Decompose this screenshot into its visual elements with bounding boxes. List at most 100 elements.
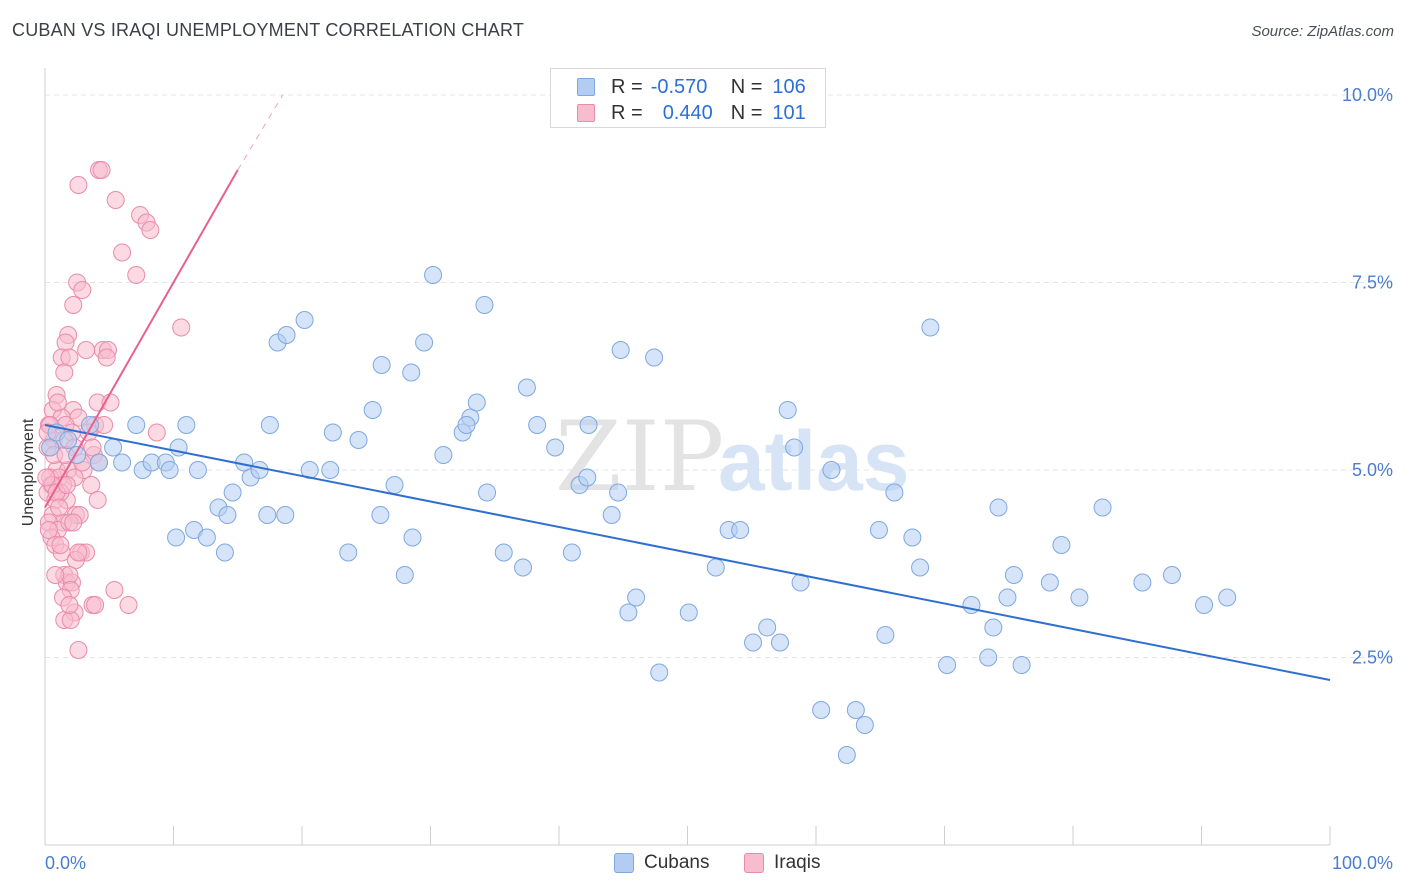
cuban-point (215, 543, 234, 562)
cuban-point (869, 521, 888, 539)
cuban-point (415, 333, 434, 352)
cuban-point (989, 498, 1008, 517)
cuban-point (731, 521, 750, 539)
cuban-point (167, 528, 186, 547)
cuban-point (979, 648, 998, 667)
iraqi-point (106, 191, 125, 209)
cuban-point (771, 633, 790, 652)
legend-row-cubans: R = -0.570 N = 106 (577, 75, 806, 99)
cuban-point (921, 318, 940, 337)
cuban-point (113, 453, 132, 472)
iraqi-point (64, 296, 83, 314)
n-value: 106 (772, 75, 806, 98)
cuban-point (650, 663, 669, 682)
iraqi-points (37, 161, 191, 659)
cuban-point (903, 528, 922, 547)
iraqi-point (113, 243, 132, 262)
cuban-point (645, 348, 664, 367)
cuban-trend-line (44, 424, 1331, 681)
watermark-atlas: atlas (718, 414, 909, 508)
cuban-point (197, 528, 216, 547)
cuban-point (562, 543, 581, 562)
n-label: N = (730, 101, 763, 124)
cuban-point (785, 438, 804, 457)
iraqi-point (56, 333, 75, 352)
cuban-point (1195, 596, 1214, 614)
cuban-point (514, 558, 533, 577)
cuban-point (323, 423, 342, 442)
cuban-point (1012, 656, 1031, 674)
cuban-point (1093, 498, 1112, 517)
watermark: ZIP atlas (555, 401, 909, 513)
cuban-point (457, 416, 476, 434)
iraqi-point (48, 393, 67, 412)
iraqi-swatch (577, 104, 595, 122)
n-value: 101 (772, 101, 806, 124)
source-label: Source: ZipAtlas.com (1251, 23, 1394, 40)
legend-row-iraqis: R = 0.440 N = 101 (577, 101, 806, 125)
iraqi-point (105, 581, 124, 599)
cuban-point (424, 266, 443, 284)
cuban-point (177, 416, 196, 434)
cuban-point (1133, 573, 1152, 592)
cuban-point (59, 431, 78, 449)
cuban-point (627, 588, 646, 607)
cuban-point (602, 506, 621, 524)
cuban-point (1162, 566, 1181, 584)
iraqi-point (60, 348, 79, 367)
cuban-points (41, 266, 1237, 764)
r-value: -0.570 (650, 75, 708, 98)
cuban-point (403, 528, 422, 547)
iraqi-point (60, 596, 79, 614)
cuban-point (467, 393, 486, 412)
legend-label-iraqis: Iraqis (774, 852, 821, 873)
cuban-point (223, 483, 242, 502)
iraqi-point (86, 596, 105, 614)
cuban-point (478, 483, 497, 502)
series-legend: Cubans Iraqis (0, 852, 1406, 878)
cuban-point (778, 401, 797, 419)
cuban-point (160, 461, 179, 479)
cuban-point (277, 326, 296, 344)
legend-item-cubans: Cubans (614, 852, 710, 874)
cuban-swatch (577, 78, 595, 96)
iraqi-point (127, 266, 146, 284)
cuban-point (295, 311, 314, 329)
iraqi-point (69, 641, 88, 659)
cuban-point (188, 461, 207, 479)
x-tick-label: 100.0% (1332, 853, 1393, 873)
r-label: R = (611, 101, 643, 124)
cuban-point (758, 618, 777, 637)
cuban-point (706, 558, 725, 577)
cuban-point (837, 746, 856, 764)
cuban-point (276, 506, 295, 524)
cuban-point (938, 656, 957, 674)
cuban-point (89, 453, 108, 472)
iraqi-point (69, 543, 88, 562)
cuban-swatch (614, 853, 634, 873)
iraqi-swatch (744, 853, 764, 873)
iraqi-point (82, 476, 101, 494)
cuban-point (611, 341, 630, 359)
cuban-point (1218, 588, 1237, 607)
cuban-point (609, 483, 628, 502)
cuban-point (339, 543, 358, 562)
iraqi-point (141, 221, 160, 239)
y-tick-label: 7.5% (1352, 273, 1393, 293)
iraqi-point (46, 566, 65, 584)
legend-item-iraqis: Iraqis (744, 852, 820, 874)
cuban-point (846, 701, 865, 719)
iraqi-point (172, 318, 191, 337)
cuban-point (127, 416, 146, 434)
cuban-point (911, 558, 930, 577)
iraqi-trend-extension (237, 94, 284, 171)
x-tick-label: 0.0% (45, 853, 86, 873)
cuban-point (998, 588, 1017, 607)
y-tick-label: 5.0% (1352, 460, 1393, 480)
trend-lines (44, 94, 1331, 681)
watermark-zip: ZIP (555, 401, 724, 513)
cuban-point (385, 476, 404, 494)
cuban-point (744, 633, 763, 652)
cuban-point (1052, 536, 1071, 554)
cuban-point (619, 603, 638, 622)
